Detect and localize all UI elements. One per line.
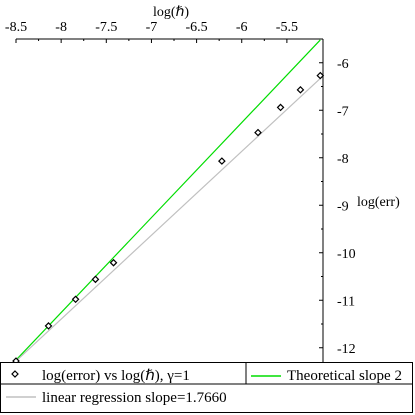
y-axis-title: log(err) bbox=[357, 195, 400, 210]
y-tick-label: -12 bbox=[337, 342, 356, 357]
data-point bbox=[276, 103, 285, 112]
x-tick-label: -6 bbox=[236, 20, 248, 35]
data-point bbox=[44, 322, 53, 330]
data-point bbox=[71, 295, 80, 304]
y-tick-label: -8 bbox=[337, 152, 349, 167]
legend-marker-diamond bbox=[11, 370, 19, 378]
data-point bbox=[218, 157, 226, 165]
legend-label-points: log(error) vs log(ℏ), γ=1 bbox=[42, 368, 190, 384]
data-point bbox=[296, 85, 305, 94]
y-tick-label: -9 bbox=[337, 199, 349, 214]
series-lines bbox=[15, 39, 321, 362]
legend: log(error) vs log(ℏ), γ=1 Theoretical sl… bbox=[0, 362, 413, 413]
data-point bbox=[109, 258, 118, 267]
y-tick-label: -7 bbox=[337, 104, 349, 119]
y-tick-label: -10 bbox=[337, 247, 356, 262]
x-tick-label: -6.5 bbox=[186, 20, 208, 35]
legend-box bbox=[0, 362, 413, 413]
y-axis-ticks: -6 -7 -8 -9 -10 -11 -12 bbox=[319, 57, 356, 357]
x-tick-label: -8.5 bbox=[5, 20, 27, 35]
x-axis-title: log(ℏ) bbox=[153, 5, 189, 20]
series-line-1 bbox=[15, 39, 321, 361]
y-tick-label: -6 bbox=[337, 57, 349, 72]
data-point bbox=[91, 275, 100, 284]
x-tick-label: -8 bbox=[55, 20, 67, 35]
x-tick-label: -7 bbox=[146, 20, 158, 35]
series-line-2 bbox=[15, 77, 321, 362]
legend-label-theoretical: Theoretical slope 2 bbox=[287, 368, 402, 384]
x-tick-label: -5.5 bbox=[276, 20, 298, 35]
x-axis-ticks: -8.5 -8 -7.5 -7 -6.5 -6 -5.5 bbox=[5, 20, 298, 43]
data-point bbox=[254, 128, 262, 137]
legend-label-regression: linear regression slope=1.7660 bbox=[42, 390, 227, 406]
data-point bbox=[316, 71, 325, 80]
y-tick-label: -11 bbox=[337, 294, 355, 309]
x-tick-label: -7.5 bbox=[95, 20, 117, 35]
